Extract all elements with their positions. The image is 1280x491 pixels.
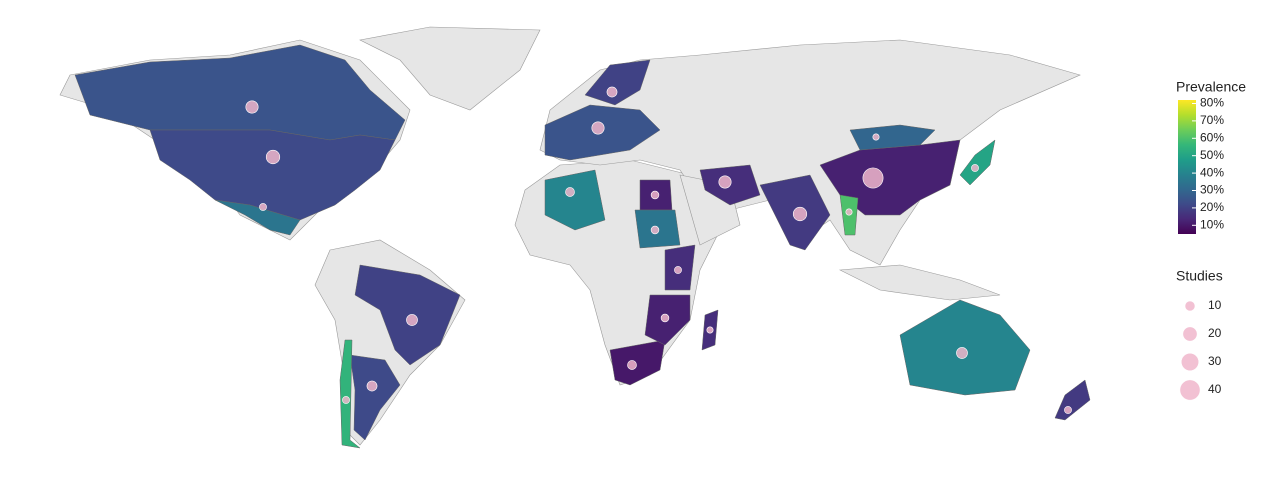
- country: [1054, 379, 1091, 421]
- country: [149, 129, 396, 221]
- colorbar-label: 70%: [1200, 113, 1224, 127]
- study-bubble: [650, 225, 660, 235]
- size-legend-label: 10: [1208, 298, 1222, 312]
- country: [959, 139, 996, 186]
- size-legend-circle: [1180, 352, 1200, 372]
- study-bubble: [650, 190, 660, 200]
- country: [849, 124, 936, 151]
- colorbar: [1178, 100, 1196, 234]
- study-bubble: [845, 208, 853, 216]
- country: [899, 299, 1031, 396]
- colorbar-label: 20%: [1200, 200, 1224, 214]
- country: [584, 59, 651, 106]
- colorbar-label: 50%: [1200, 148, 1224, 162]
- size-legend-label: 30: [1208, 354, 1222, 368]
- study-bubble: [956, 347, 968, 359]
- colorbar-label: 10%: [1200, 217, 1224, 231]
- country: [349, 354, 401, 441]
- bubbles: [245, 86, 1072, 414]
- country: [339, 339, 361, 449]
- colorbar-label: 30%: [1200, 183, 1224, 197]
- colorbar-label: 40%: [1200, 165, 1224, 179]
- country: [214, 199, 301, 236]
- study-bubble: [660, 313, 670, 323]
- legend-title: Prevalence: [1176, 79, 1246, 95]
- study-bubble: [674, 266, 682, 274]
- study-bubble: [406, 314, 418, 326]
- land: [838, 264, 1001, 301]
- colorbar-label: 80%: [1200, 96, 1224, 110]
- study-bubble: [971, 164, 979, 172]
- study-bubble: [366, 380, 378, 392]
- country: [544, 169, 606, 231]
- legend-title: Studies: [1176, 268, 1223, 284]
- study-bubble: [862, 167, 884, 189]
- study-bubble: [265, 149, 281, 165]
- study-bubble: [606, 86, 618, 98]
- study-bubble: [342, 396, 350, 404]
- country: [354, 264, 461, 366]
- study-bubble: [591, 121, 605, 135]
- land: [359, 26, 541, 111]
- study-bubble: [565, 187, 575, 197]
- size-legend-label: 40: [1208, 382, 1222, 396]
- study-bubble: [792, 206, 808, 222]
- size-legend-circle: [1179, 379, 1201, 401]
- land: [539, 39, 1081, 266]
- country: [609, 339, 666, 386]
- size-legend-circle: [1184, 300, 1196, 312]
- study-bubble: [627, 360, 637, 370]
- study-bubble: [718, 175, 732, 189]
- colorbar-label: 60%: [1200, 130, 1224, 144]
- size-legend-circle: [1182, 326, 1198, 342]
- size-legend-label: 20: [1208, 326, 1222, 340]
- study-bubble: [259, 203, 267, 211]
- study-bubble: [1064, 406, 1072, 414]
- study-bubble: [245, 100, 259, 114]
- study-bubble: [872, 133, 880, 141]
- study-bubble: [706, 326, 714, 334]
